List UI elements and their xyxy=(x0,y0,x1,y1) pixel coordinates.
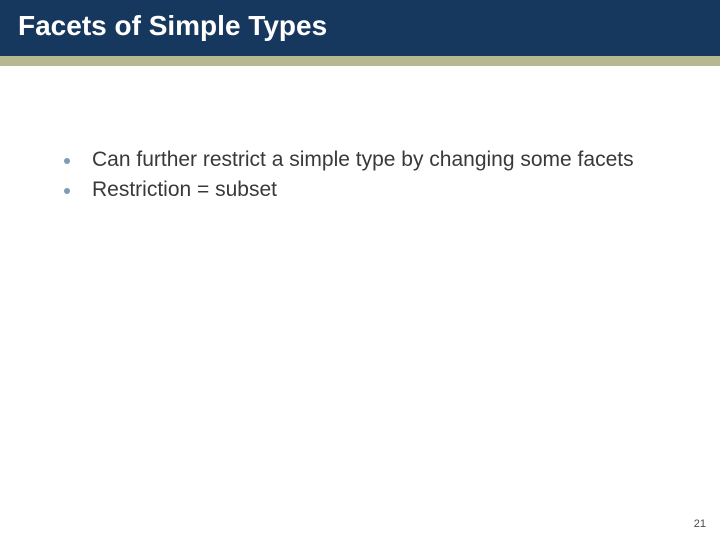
bullet-text: Can further restrict a simple type by ch… xyxy=(92,148,634,171)
bullet-text: Restriction = subset xyxy=(92,178,277,201)
bullet-icon xyxy=(64,158,70,164)
bullet-icon xyxy=(64,188,70,194)
bullet-list: Can further restrict a simple type by ch… xyxy=(60,146,680,205)
list-item: Can further restrict a simple type by ch… xyxy=(60,146,680,174)
list-item: Restriction = subset xyxy=(60,176,680,204)
title-strip: Facets of Simple Types xyxy=(0,0,720,56)
slide-header: Facets of Simple Types xyxy=(0,0,720,66)
slide-body: Can further restrict a simple type by ch… xyxy=(0,66,720,205)
slide-title: Facets of Simple Types xyxy=(18,10,702,42)
page-number: 21 xyxy=(694,518,706,530)
accent-strip xyxy=(0,56,720,66)
